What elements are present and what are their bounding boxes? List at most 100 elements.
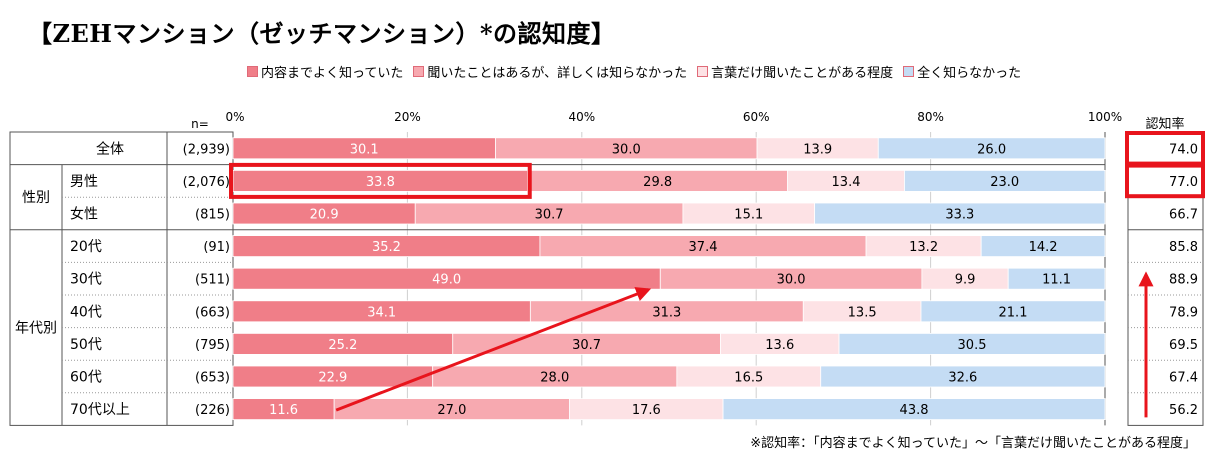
n-value: (815) bbox=[195, 208, 230, 223]
rate-value: 78.9 bbox=[1169, 305, 1198, 320]
category-label: 60代 bbox=[70, 370, 102, 386]
x-tick-label: 0% bbox=[225, 110, 244, 124]
n-value: (2,939) bbox=[183, 142, 230, 157]
rate-value: 88.9 bbox=[1169, 273, 1198, 288]
bar-value-label: 9.9 bbox=[955, 273, 976, 288]
bar-value-label: 20.9 bbox=[310, 208, 339, 223]
n-value: (653) bbox=[195, 371, 230, 386]
n-value: (511) bbox=[195, 273, 230, 288]
highlight-box-bar bbox=[229, 162, 532, 199]
category-label: 70代以上 bbox=[70, 402, 130, 418]
bar-value-label: 30.5 bbox=[958, 338, 987, 353]
bar-value-label: 43.8 bbox=[900, 403, 929, 418]
bar-value-label: 27.0 bbox=[437, 403, 466, 418]
category-label: 40代 bbox=[70, 304, 102, 320]
bar-segment bbox=[877, 137, 1106, 160]
bar-segment bbox=[838, 332, 1106, 355]
legend-label-word-only: 言葉だけ聞いたことがある程度 bbox=[711, 66, 894, 81]
bar-value-label: 14.2 bbox=[1029, 240, 1058, 255]
n-value: (91) bbox=[203, 240, 230, 255]
bar-value-label: 30.0 bbox=[777, 273, 806, 288]
category-label: 30代 bbox=[70, 272, 102, 288]
n-value: (226) bbox=[195, 403, 230, 418]
bar-value-label: 15.1 bbox=[734, 208, 763, 223]
bar-value-label: 11.1 bbox=[1042, 273, 1071, 288]
category-label: 全体 bbox=[96, 140, 124, 157]
highlight-box-rate bbox=[1125, 163, 1205, 199]
rate-value: 74.0 bbox=[1169, 142, 1198, 157]
bar-value-label: 30.1 bbox=[350, 142, 379, 157]
legend-item-heard-not-detail: 聞いたことはあるが、詳しくは知らなかった bbox=[413, 62, 687, 81]
x-tick-label: 60% bbox=[743, 110, 770, 124]
bar-value-label: 31.3 bbox=[652, 305, 681, 320]
bar-value-label: 30.7 bbox=[535, 208, 564, 223]
n-value: (663) bbox=[195, 305, 230, 320]
highlight-box-rate bbox=[1125, 131, 1205, 166]
chart-title: 【ZEHマンション（ゼッチマンション）*の認知度】 bbox=[28, 19, 616, 48]
bar-value-label: 25.2 bbox=[328, 338, 357, 353]
bar-value-label: 22.9 bbox=[318, 371, 347, 386]
rate-value: 56.2 bbox=[1169, 403, 1198, 418]
bar-value-label: 21.1 bbox=[999, 305, 1028, 320]
bar-segment bbox=[980, 235, 1106, 258]
bar-value-label: 28.0 bbox=[540, 371, 569, 386]
bar-segment bbox=[920, 300, 1106, 323]
bar-value-label: 34.1 bbox=[367, 305, 396, 320]
bar-segment bbox=[1007, 267, 1106, 290]
bar-value-label: 30.0 bbox=[612, 142, 641, 157]
category-label: 女性 bbox=[70, 206, 98, 223]
category-label: 20代 bbox=[70, 239, 102, 255]
bar-value-label: 13.5 bbox=[848, 305, 877, 320]
bar-segment bbox=[814, 202, 1106, 225]
rate-value: 66.7 bbox=[1169, 208, 1198, 223]
bar-value-label: 23.0 bbox=[990, 175, 1019, 190]
bar-value-label: 13.2 bbox=[909, 240, 938, 255]
bar-value-label: 13.4 bbox=[832, 175, 861, 190]
group-label: 年代別 bbox=[15, 321, 57, 337]
legend-label-well-known: 内容までよく知っていた bbox=[261, 66, 404, 81]
legend-label-unknown: 全く知らなかった bbox=[917, 66, 1022, 81]
bar-value-label: 29.8 bbox=[643, 175, 672, 190]
legend-item-well-known: 内容までよく知っていた bbox=[247, 62, 403, 81]
bar-value-label: 49.0 bbox=[432, 273, 461, 288]
bar-value-label: 32.6 bbox=[948, 371, 977, 386]
x-tick-label: 100% bbox=[1088, 110, 1122, 124]
category-label: 男性 bbox=[70, 174, 98, 190]
bar-value-label: 33.8 bbox=[366, 175, 395, 190]
n-value: (2,076) bbox=[183, 175, 230, 190]
legend-item-word-only: 言葉だけ聞いたことがある程度 bbox=[697, 62, 893, 81]
x-tick-label: 80% bbox=[917, 110, 944, 124]
rate-value: 85.8 bbox=[1169, 240, 1198, 255]
legend-swatch-heard-not-detail bbox=[413, 66, 425, 77]
legend-label-heard-not-detail: 聞いたことはあるが、詳しくは知らなかった bbox=[427, 66, 688, 81]
bar-value-label: 13.9 bbox=[803, 142, 832, 157]
legend-item-unknown: 全く知らなかった bbox=[903, 62, 1021, 81]
bar-segment bbox=[904, 169, 1106, 192]
bar-value-label: 16.5 bbox=[734, 371, 763, 386]
rate-header: 認知率 bbox=[1145, 116, 1184, 132]
n-value: (795) bbox=[195, 338, 230, 353]
rate-value: 77.0 bbox=[1169, 175, 1198, 190]
category-label: 50代 bbox=[70, 337, 102, 353]
bar-value-label: 30.7 bbox=[572, 338, 601, 353]
legend-swatch-word-only bbox=[697, 66, 709, 77]
bar-value-label: 37.4 bbox=[689, 240, 718, 255]
x-tick-label: 20% bbox=[394, 110, 421, 124]
group-label: 性別 bbox=[22, 190, 50, 206]
rate-value: 67.4 bbox=[1169, 371, 1198, 386]
bar-value-label: 13.6 bbox=[765, 338, 794, 353]
bar-segment bbox=[820, 365, 1106, 388]
bar-segment bbox=[722, 398, 1106, 421]
bar-value-label: 26.0 bbox=[977, 142, 1006, 157]
bar-value-label: 17.6 bbox=[632, 403, 661, 418]
legend-swatch-unknown bbox=[903, 66, 915, 77]
legend: 内容までよく知っていた 聞いたことはあるが、詳しくは知らなかった 言葉だけ聞いた… bbox=[247, 62, 1021, 81]
bar-value-label: 35.2 bbox=[372, 240, 401, 255]
x-tick-label: 40% bbox=[568, 110, 595, 124]
footnote: ※認知率：「内容までよく知っていた」～「言葉だけ聞いたことがある程度」 bbox=[750, 436, 1196, 451]
rate-value: 69.5 bbox=[1169, 338, 1198, 353]
bar-value-label: 11.6 bbox=[269, 403, 298, 418]
trend-arrow bbox=[335, 287, 652, 412]
n-header: n= bbox=[191, 117, 209, 131]
